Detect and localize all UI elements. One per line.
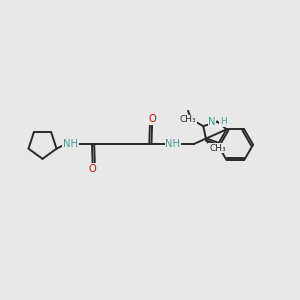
- Text: O: O: [89, 164, 97, 174]
- Text: N: N: [208, 117, 216, 127]
- Text: H: H: [220, 117, 227, 126]
- Text: O: O: [148, 114, 156, 124]
- Text: NH: NH: [63, 139, 78, 149]
- Text: CH₃: CH₃: [180, 115, 196, 124]
- Text: CH₃: CH₃: [209, 143, 226, 152]
- Text: NH: NH: [166, 139, 181, 149]
